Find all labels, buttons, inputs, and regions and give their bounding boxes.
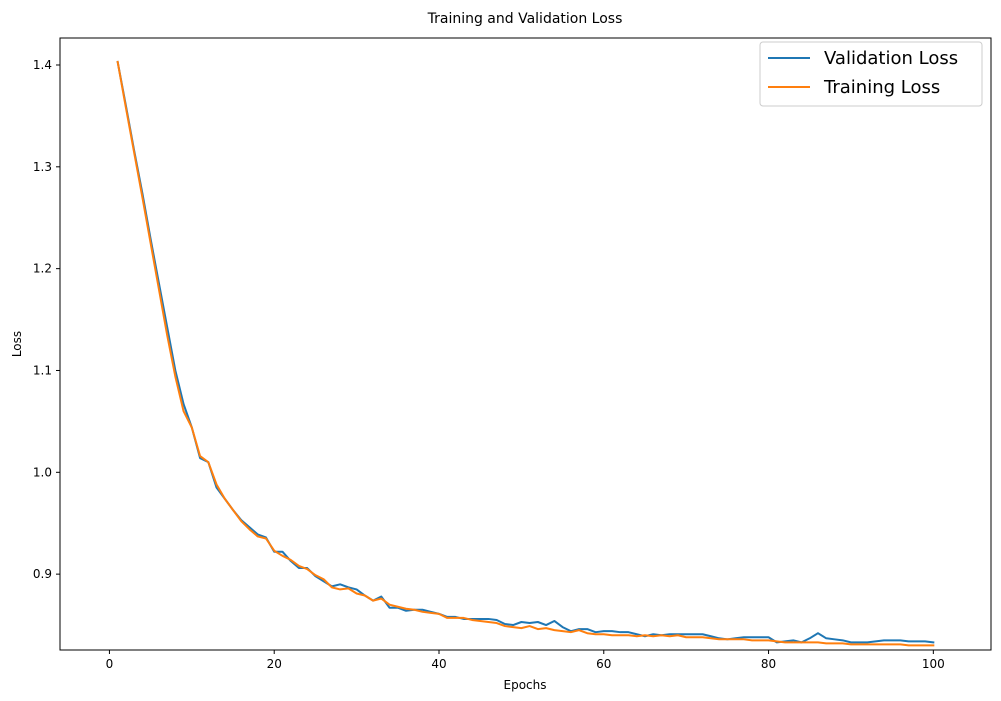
x-tick-label: 60: [596, 657, 611, 671]
y-tick-label: 1.3: [33, 160, 52, 174]
y-axis-label: Loss: [10, 331, 24, 357]
x-tick-label: 40: [431, 657, 446, 671]
y-tick-label: 1.4: [33, 58, 52, 72]
y-tick-label: 1.0: [33, 465, 52, 479]
x-axis-ticks: 0 20 40 60 80 100: [106, 650, 945, 671]
plot-area: [60, 38, 991, 650]
x-tick-label: 80: [761, 657, 776, 671]
y-axis-ticks: 0.9 1.0 1.1 1.2 1.3 1.4: [33, 58, 60, 581]
x-tick-label: 0: [106, 657, 114, 671]
y-tick-label: 1.2: [33, 262, 52, 276]
legend-label-validation: Validation Loss: [824, 48, 958, 69]
plot-frame: [59, 37, 992, 651]
legend-label-training: Training Loss: [823, 77, 940, 98]
legend: Validation Loss Training Loss: [759, 41, 983, 107]
legend-box: [759, 41, 983, 107]
series-layer: [116, 60, 935, 647]
x-tick-label: 20: [267, 657, 282, 671]
x-axis-label: Epochs: [504, 678, 547, 692]
x-tick-label: 100: [922, 657, 945, 671]
series-line-training-loss: [116, 60, 935, 647]
y-tick-label: 0.9: [33, 567, 52, 581]
y-tick-label: 1.1: [33, 363, 52, 377]
chart-title: Training and Validation Loss: [427, 11, 623, 27]
series-line-validation-loss: [116, 60, 935, 644]
